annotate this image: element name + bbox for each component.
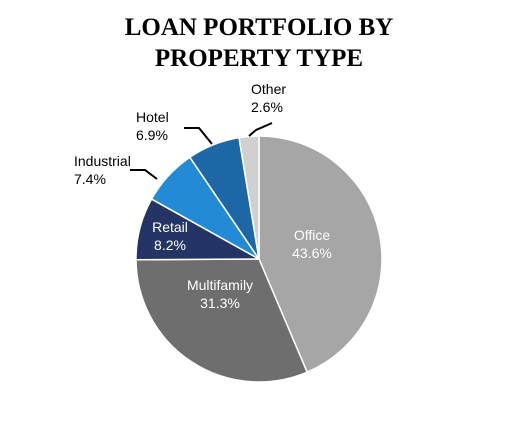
pie-slice-other bbox=[238, 135, 260, 260]
slice-name-retail: Retail bbox=[152, 219, 188, 235]
pie-slice-multifamily bbox=[135, 258, 308, 383]
slice-name-other: Other bbox=[251, 81, 286, 97]
leader-line-hotel bbox=[184, 127, 213, 145]
slice-label-industrial: Industrial 7.4% bbox=[74, 153, 131, 187]
slice-label-hotel: Hotel 6.9% bbox=[136, 109, 169, 143]
slice-value-hotel: 6.9% bbox=[136, 127, 168, 143]
pie-slice-office bbox=[258, 135, 383, 373]
slice-label-other: Other 2.6% bbox=[251, 81, 286, 115]
slice-name-multifamily: Multifamily bbox=[187, 277, 253, 293]
chart-title: LOAN PORTFOLIO BY PROPERTY TYPE bbox=[0, 12, 518, 74]
chart-title-line-2: PROPERTY TYPE bbox=[154, 45, 364, 72]
slice-name-hotel: Hotel bbox=[136, 109, 169, 125]
slice-value-industrial: 7.4% bbox=[74, 171, 106, 187]
leader-line-industrial bbox=[130, 169, 158, 180]
slice-value-retail: 8.2% bbox=[154, 237, 186, 253]
slice-value-office: 43.6% bbox=[292, 245, 332, 261]
chart-title-line-1: LOAN PORTFOLIO BY bbox=[124, 14, 394, 41]
slice-label-office: Office 43.6% bbox=[292, 227, 332, 261]
slice-label-retail: Retail 8.2% bbox=[152, 219, 188, 253]
slice-name-industrial: Industrial bbox=[74, 153, 131, 169]
leader-line-other bbox=[248, 122, 273, 137]
slice-name-office: Office bbox=[294, 227, 331, 243]
slice-label-multifamily: Multifamily 31.3% bbox=[187, 277, 253, 311]
slice-value-other: 2.6% bbox=[251, 99, 283, 115]
slice-value-multifamily: 31.3% bbox=[200, 295, 240, 311]
